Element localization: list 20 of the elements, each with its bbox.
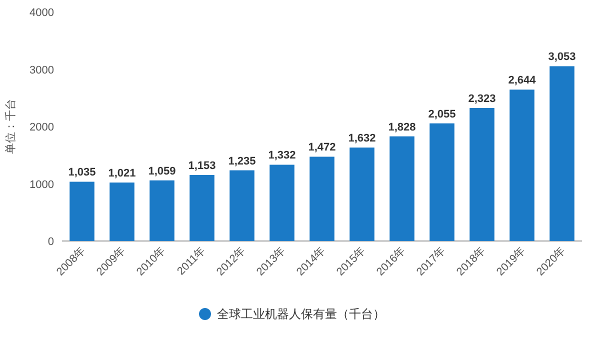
label: 2,644	[508, 74, 536, 87]
label: 1,153	[188, 160, 216, 172]
ylabel: 单位：千台	[5, 99, 17, 154]
legend: 全球工业机器人保有量（千台）	[217, 307, 385, 321]
label: 1,235	[228, 155, 256, 168]
label: 1,059	[148, 165, 176, 178]
ytick: 0	[48, 236, 54, 248]
label: 3,053	[548, 51, 576, 64]
label: 1,632	[348, 132, 376, 145]
ytick: 1000	[30, 178, 54, 191]
ytick: 2000	[30, 122, 54, 134]
label: 2,323	[468, 93, 496, 105]
ytick: 3000	[30, 64, 54, 76]
label: 2,055	[428, 108, 456, 120]
label: 1,472	[308, 142, 336, 154]
label: 1,035	[68, 166, 96, 179]
ytick: 4000	[30, 7, 54, 19]
label: 1,021	[108, 168, 136, 180]
label: 1,332	[268, 150, 296, 162]
label: 1,828	[388, 121, 416, 134]
